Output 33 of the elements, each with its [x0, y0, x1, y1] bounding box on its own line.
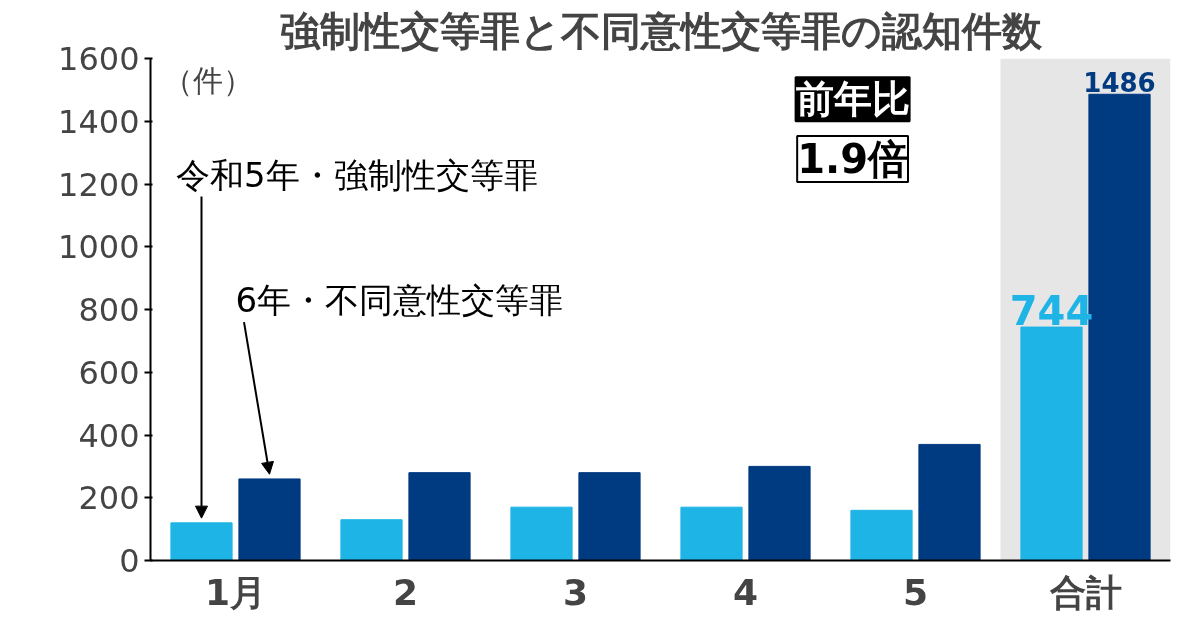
bar: [408, 472, 471, 561]
y-tick-label: 1200: [58, 165, 140, 204]
annotation: 前年比: [795, 77, 910, 122]
bar: [748, 465, 811, 561]
bar: [918, 443, 981, 561]
text: 6年・不同意性交等罪: [235, 280, 564, 321]
data-label: 1486: [1083, 68, 1156, 99]
x-tick-label: 3: [562, 571, 589, 613]
y-tick-label: 1600: [58, 40, 140, 78]
y-tick-label: 800: [78, 291, 140, 329]
bar: [1020, 326, 1083, 561]
bar: [340, 519, 403, 561]
bar: [510, 506, 573, 561]
annotation: 1.9倍: [797, 135, 909, 182]
y-tick-label: 200: [78, 479, 140, 518]
bar: [170, 522, 233, 561]
y-tick-label: 400: [78, 416, 140, 455]
bar: [578, 472, 641, 561]
x-tick-label: 1月: [204, 571, 267, 613]
y-tick-label: 0: [119, 542, 140, 580]
y-axis-title: （件）: [162, 62, 253, 98]
x-tick-label: 4: [732, 571, 759, 613]
bar: [850, 509, 913, 561]
x-tick-label: 合計: [1048, 571, 1122, 613]
x-tick-label: 5: [902, 571, 929, 613]
y-tick-label: 600: [78, 353, 140, 392]
chart-title: 強制性交等罪と不同意性交等罪の認知件数: [279, 7, 1043, 54]
text: 令和5年・強制性交等罪: [176, 154, 538, 195]
bar: [238, 478, 301, 561]
y-tick-label: 1000: [58, 228, 140, 267]
x-tick-label: 2: [392, 571, 419, 613]
bar: [680, 506, 743, 561]
y-tick-label: 1400: [58, 102, 140, 141]
